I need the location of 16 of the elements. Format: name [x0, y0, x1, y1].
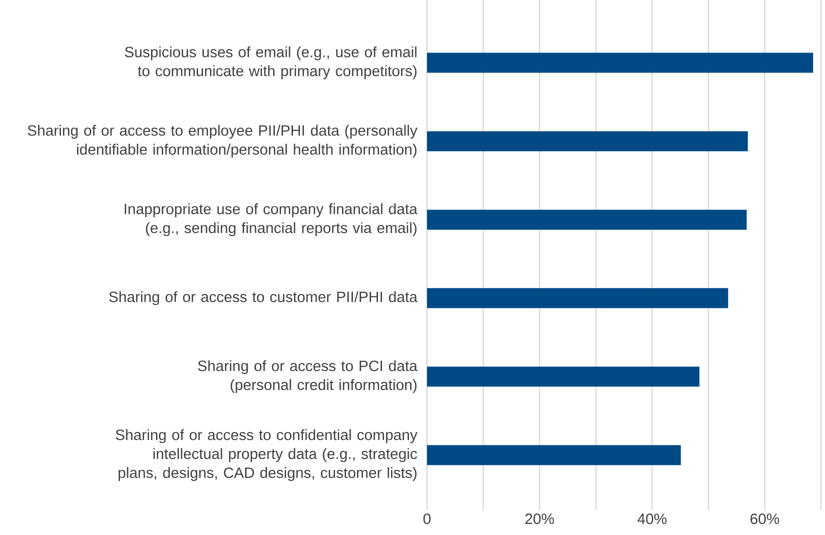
y-tick-label: Sharing of or access to PCI data (personal credit information): [198, 360, 418, 394]
y-tick-label: Sharing of or access to customer PII/PHI data: [109, 291, 418, 306]
x-tick-label: 40%: [638, 514, 667, 524]
x-tick-label: 60%: [750, 514, 780, 524]
y-tick-label: Sharing of or access to employee PII/PHI data (personally identifiable information/personal health information): [28, 124, 418, 158]
bar: [427, 366, 700, 387]
y-tick-label: Suspicious uses of email (e.g., use of email to communicate with primary competitors): [124, 46, 417, 80]
y-tick-label: Sharing of or access to confidential company intellectual property data (e.g., strategic plans, designs, CAD designs, customer lists): [116, 429, 418, 481]
bar: [427, 52, 814, 73]
y-tick-label: Inappropriate use of company financial data (e.g., sending financial reports via email): [124, 203, 418, 236]
bar: [427, 445, 681, 466]
bar: [427, 288, 728, 308]
bar: [427, 210, 747, 230]
bar: [427, 131, 748, 152]
x-tick-label: 0: [423, 514, 431, 524]
x-tick-label: 20%: [525, 514, 554, 524]
